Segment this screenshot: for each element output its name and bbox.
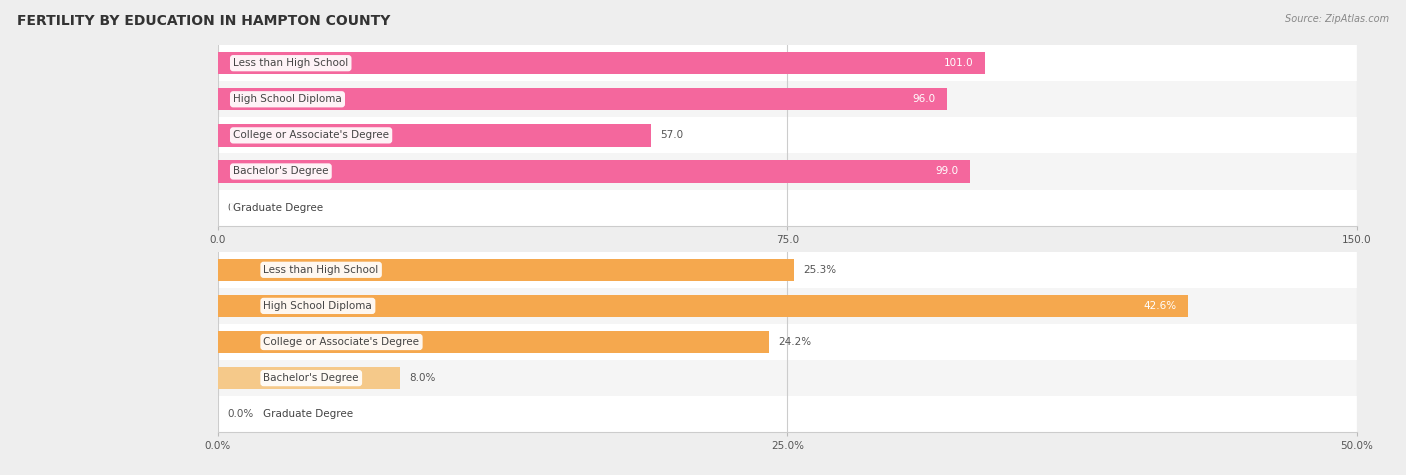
- Text: High School Diploma: High School Diploma: [263, 301, 373, 311]
- Bar: [218, 160, 970, 183]
- Bar: [218, 52, 984, 75]
- Text: College or Associate's Degree: College or Associate's Degree: [263, 337, 419, 347]
- Text: 0.0%: 0.0%: [226, 409, 253, 419]
- Bar: [218, 81, 1357, 117]
- Bar: [218, 288, 1357, 324]
- Text: Graduate Degree: Graduate Degree: [263, 409, 354, 419]
- Bar: [218, 124, 651, 147]
- Bar: [218, 252, 1357, 288]
- Bar: [218, 45, 1357, 81]
- Text: FERTILITY BY EDUCATION IN HAMPTON COUNTY: FERTILITY BY EDUCATION IN HAMPTON COUNTY: [17, 14, 391, 28]
- Bar: [218, 324, 1357, 360]
- Text: Graduate Degree: Graduate Degree: [233, 202, 323, 213]
- Text: Less than High School: Less than High School: [263, 265, 378, 275]
- Text: 0.0: 0.0: [226, 202, 243, 213]
- Text: 42.6%: 42.6%: [1143, 301, 1177, 311]
- Text: 8.0%: 8.0%: [409, 373, 436, 383]
- Text: Source: ZipAtlas.com: Source: ZipAtlas.com: [1285, 14, 1389, 24]
- Text: Bachelor's Degree: Bachelor's Degree: [233, 166, 329, 177]
- Text: College or Associate's Degree: College or Associate's Degree: [233, 130, 389, 141]
- Text: 24.2%: 24.2%: [779, 337, 811, 347]
- Bar: [218, 360, 1357, 396]
- Text: 96.0: 96.0: [912, 94, 935, 104]
- Bar: [218, 190, 1357, 226]
- Bar: [218, 396, 1357, 432]
- Bar: [218, 117, 1357, 153]
- Bar: [218, 258, 794, 281]
- Bar: [218, 153, 1357, 190]
- Text: Bachelor's Degree: Bachelor's Degree: [263, 373, 359, 383]
- Text: 57.0: 57.0: [659, 130, 683, 141]
- Bar: [218, 294, 1188, 317]
- Bar: [218, 367, 401, 389]
- Text: High School Diploma: High School Diploma: [233, 94, 342, 104]
- Text: Less than High School: Less than High School: [233, 58, 349, 68]
- Bar: [218, 331, 769, 353]
- Text: 99.0: 99.0: [935, 166, 959, 177]
- Bar: [218, 88, 946, 111]
- Text: 25.3%: 25.3%: [803, 265, 837, 275]
- Text: 101.0: 101.0: [943, 58, 973, 68]
